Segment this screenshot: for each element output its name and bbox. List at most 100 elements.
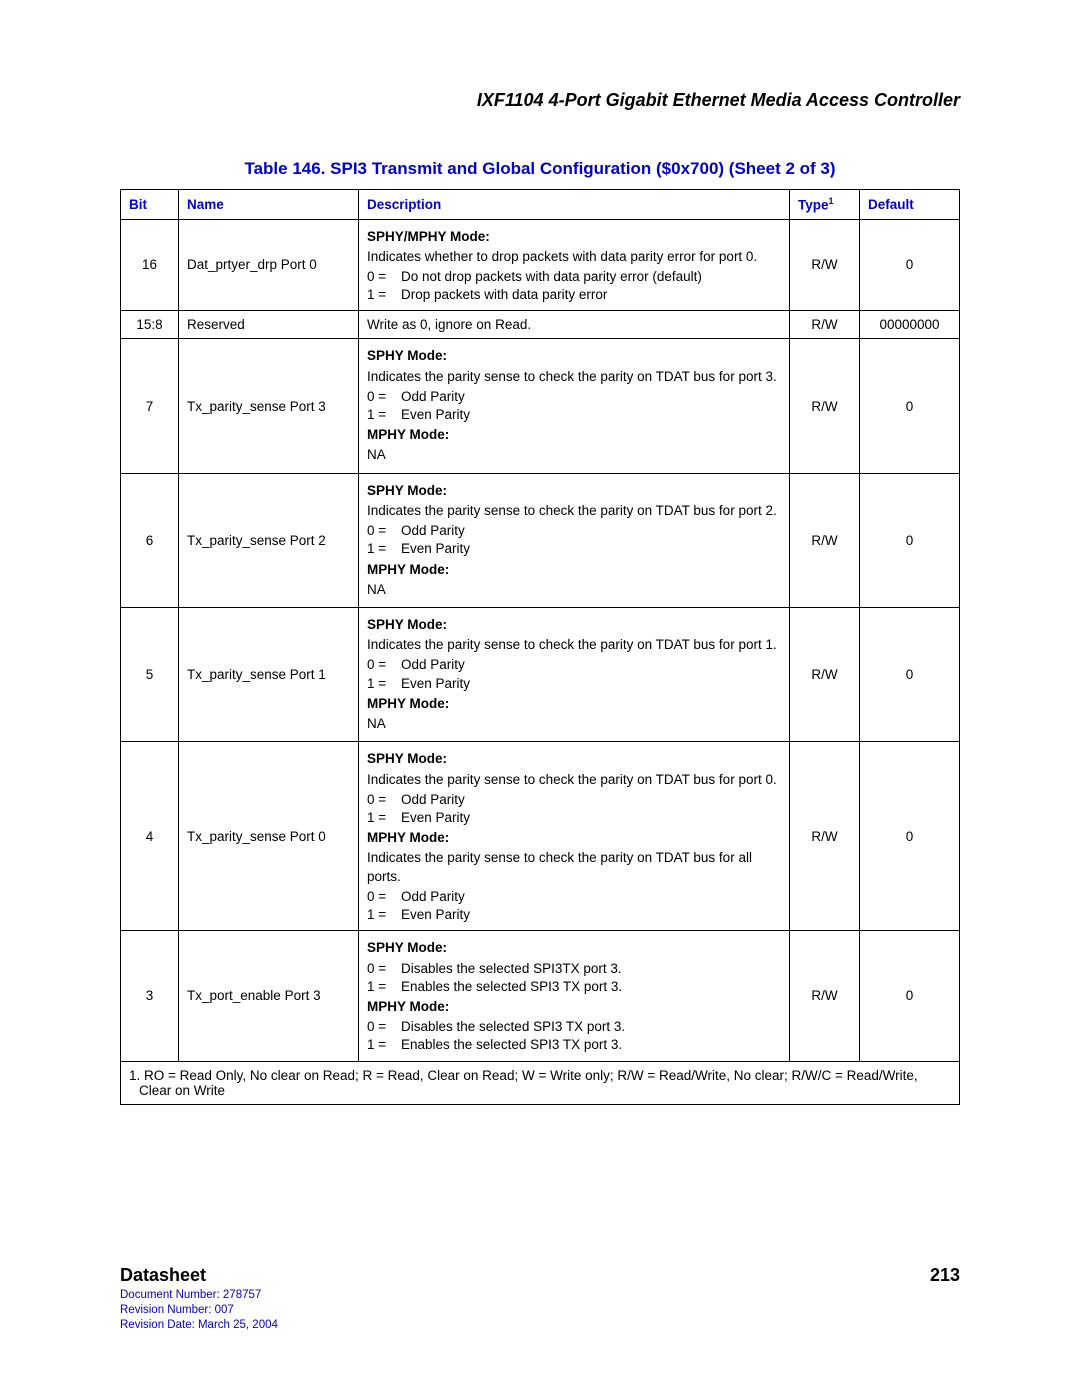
- mode-text: NA: [367, 581, 781, 599]
- cell-type: R/W: [790, 219, 860, 311]
- cell-description: SPHY Mode: Indicates the parity sense to…: [359, 339, 790, 473]
- table-row: 4 Tx_parity_sense Port 0 SPHY Mode: Indi…: [121, 742, 960, 931]
- table-row: 3 Tx_port_enable Port 3 SPHY Mode: 0 =Di…: [121, 931, 960, 1061]
- mode-label: MPHY Mode:: [367, 561, 781, 579]
- cell-default: 0: [860, 473, 960, 607]
- cell-type: R/W: [790, 931, 860, 1061]
- mode-label: SPHY Mode:: [367, 482, 781, 500]
- mode-text: Indicates the parity sense to check the …: [367, 849, 781, 885]
- mode-text: Indicates whether to drop packets with d…: [367, 248, 781, 266]
- revision-date: Revision Date: March 25, 2004: [120, 1318, 960, 1333]
- revision-number: Revision Number: 007: [120, 1303, 960, 1318]
- mode-text: Indicates the parity sense to check the …: [367, 771, 781, 789]
- value-row: 0 =Odd Parity: [367, 791, 781, 809]
- value-row: 0 =Do not drop packets with data parity …: [367, 268, 781, 286]
- register-table: Bit Name Description Type1 Default 16 Da…: [120, 189, 960, 1105]
- value-row: 1 =Enables the selected SPI3 TX port 3.: [367, 978, 781, 996]
- col-name: Name: [179, 190, 359, 220]
- value-row: 1 =Even Parity: [367, 406, 781, 424]
- col-description: Description: [359, 190, 790, 220]
- footnote-text: 1. RO = Read Only, No clear on Read; R =…: [129, 1068, 951, 1098]
- cell-type: R/W: [790, 311, 860, 339]
- cell-description: SPHY Mode: Indicates the parity sense to…: [359, 608, 790, 742]
- mode-text: Indicates the parity sense to check the …: [367, 368, 781, 386]
- cell-type: R/W: [790, 339, 860, 473]
- col-type-text: Type: [798, 198, 829, 213]
- cell-default: 0: [860, 742, 960, 931]
- table-header-row: Bit Name Description Type1 Default: [121, 190, 960, 220]
- doc-number: Document Number: 278757: [120, 1288, 960, 1303]
- value-row: 1 =Even Parity: [367, 540, 781, 558]
- cell-name: Tx_parity_sense Port 3: [179, 339, 359, 473]
- cell-bit: 3: [121, 931, 179, 1061]
- value-row: 1 =Even Parity: [367, 809, 781, 827]
- table-row: 15:8 Reserved Write as 0, ignore on Read…: [121, 311, 960, 339]
- col-type: Type1: [790, 190, 860, 220]
- mode-label: SPHY Mode:: [367, 939, 781, 957]
- table-row: 6 Tx_parity_sense Port 2 SPHY Mode: Indi…: [121, 473, 960, 607]
- cell-type: R/W: [790, 473, 860, 607]
- col-type-sup: 1: [829, 196, 834, 206]
- cell-bit: 6: [121, 473, 179, 607]
- footnote-cell: 1. RO = Read Only, No clear on Read; R =…: [121, 1061, 960, 1104]
- cell-name: Tx_port_enable Port 3: [179, 931, 359, 1061]
- mode-label: MPHY Mode:: [367, 829, 781, 847]
- mode-label: MPHY Mode:: [367, 426, 781, 444]
- table-row: 5 Tx_parity_sense Port 1 SPHY Mode: Indi…: [121, 608, 960, 742]
- cell-bit: 16: [121, 219, 179, 311]
- cell-name: Tx_parity_sense Port 2: [179, 473, 359, 607]
- mode-text: Indicates the parity sense to check the …: [367, 502, 781, 520]
- doc-meta: Document Number: 278757 Revision Number:…: [120, 1288, 960, 1333]
- datasheet-label: Datasheet: [120, 1265, 206, 1286]
- col-bit: Bit: [121, 190, 179, 220]
- value-row: 0 =Disables the selected SPI3 TX port 3.: [367, 1018, 781, 1036]
- value-row: 0 =Odd Parity: [367, 656, 781, 674]
- cell-default: 0: [860, 219, 960, 311]
- col-default: Default: [860, 190, 960, 220]
- value-row: 1 =Even Parity: [367, 906, 781, 924]
- page-number: 213: [930, 1265, 960, 1286]
- cell-name: Tx_parity_sense Port 0: [179, 742, 359, 931]
- cell-default: 0: [860, 931, 960, 1061]
- cell-name: Reserved: [179, 311, 359, 339]
- cell-bit: 15:8: [121, 311, 179, 339]
- table-row: 16 Dat_prtyer_drp Port 0 SPHY/MPHY Mode:…: [121, 219, 960, 311]
- value-row: 0 =Odd Parity: [367, 888, 781, 906]
- mode-text: Indicates the parity sense to check the …: [367, 636, 781, 654]
- mode-label: MPHY Mode:: [367, 695, 781, 713]
- cell-type: R/W: [790, 742, 860, 931]
- table-row: 7 Tx_parity_sense Port 3 SPHY Mode: Indi…: [121, 339, 960, 473]
- cell-bit: 4: [121, 742, 179, 931]
- cell-bit: 5: [121, 608, 179, 742]
- cell-description: SPHY Mode: Indicates the parity sense to…: [359, 742, 790, 931]
- mode-label: SPHY Mode:: [367, 616, 781, 634]
- value-row: 0 =Disables the selected SPI3TX port 3.: [367, 960, 781, 978]
- table-caption: Table 146. SPI3 Transmit and Global Conf…: [120, 159, 960, 179]
- cell-default: 0: [860, 339, 960, 473]
- cell-type: R/W: [790, 608, 860, 742]
- value-row: 1 =Enables the selected SPI3 TX port 3.: [367, 1036, 781, 1054]
- cell-description: SPHY Mode: 0 =Disables the selected SPI3…: [359, 931, 790, 1061]
- value-row: 1 =Even Parity: [367, 675, 781, 693]
- cell-name: Dat_prtyer_drp Port 0: [179, 219, 359, 311]
- mode-text: NA: [367, 446, 781, 464]
- value-row: 0 =Odd Parity: [367, 522, 781, 540]
- page: IXF1104 4-Port Gigabit Ethernet Media Ac…: [0, 0, 1080, 1397]
- cell-name: Tx_parity_sense Port 1: [179, 608, 359, 742]
- cell-bit: 7: [121, 339, 179, 473]
- document-title: IXF1104 4-Port Gigabit Ethernet Media Ac…: [120, 90, 960, 111]
- table-footnote-row: 1. RO = Read Only, No clear on Read; R =…: [121, 1061, 960, 1104]
- value-row: 0 =Odd Parity: [367, 388, 781, 406]
- page-footer: Datasheet 213 Document Number: 278757 Re…: [120, 1265, 960, 1333]
- mode-label: SPHY/MPHY Mode:: [367, 228, 781, 246]
- mode-label: MPHY Mode:: [367, 998, 781, 1016]
- cell-default: 00000000: [860, 311, 960, 339]
- mode-text: NA: [367, 715, 781, 733]
- cell-description: Write as 0, ignore on Read.: [359, 311, 790, 339]
- mode-label: SPHY Mode:: [367, 347, 781, 365]
- cell-description: SPHY Mode: Indicates the parity sense to…: [359, 473, 790, 607]
- cell-default: 0: [860, 608, 960, 742]
- value-row: 1 =Drop packets with data parity error: [367, 286, 781, 304]
- cell-description: SPHY/MPHY Mode: Indicates whether to dro…: [359, 219, 790, 311]
- mode-label: SPHY Mode:: [367, 750, 781, 768]
